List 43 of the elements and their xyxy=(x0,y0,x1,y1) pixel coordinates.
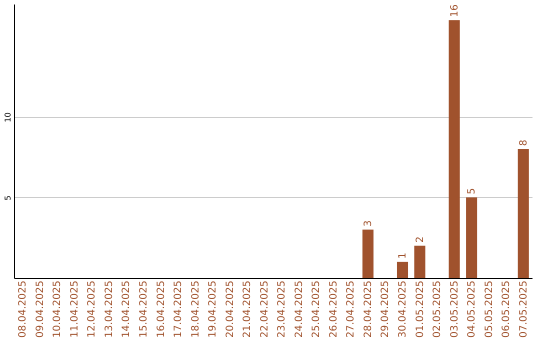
data-label: 3 xyxy=(362,220,374,227)
x-tick-label: 01.05.2025 xyxy=(414,280,426,338)
x-tick-label: 18.04.2025 xyxy=(190,280,202,338)
data-label: 5 xyxy=(466,188,478,194)
x-tick-label: 21.04.2025 xyxy=(242,280,254,338)
x-tick-label: 09.04.2025 xyxy=(34,280,46,338)
x-tick-label: 16.04.2025 xyxy=(156,280,167,338)
bar xyxy=(518,149,529,278)
x-tick-label: 30.04.2025 xyxy=(398,280,408,338)
x-tick-label: 24.04.2025 xyxy=(294,280,305,338)
bar xyxy=(362,230,374,278)
x-tick-label: 13.04.2025 xyxy=(104,280,115,338)
x-tick-label: 23.04.2025 xyxy=(276,280,288,338)
bar xyxy=(414,246,426,278)
x-tick-label: 27.04.2025 xyxy=(346,280,357,338)
x-tick-label: 20.04.2025 xyxy=(224,280,236,338)
data-label: 2 xyxy=(414,236,426,243)
x-tick-label: 10.04.2025 xyxy=(52,280,64,338)
bar xyxy=(396,262,408,278)
x-tick-label: 26.04.2025 xyxy=(328,280,340,338)
x-tick-label: 05.05.2025 xyxy=(484,280,495,338)
x-tick-label: 29.04.2025 xyxy=(380,280,392,338)
x-tick-label: 25.04.2025 xyxy=(311,280,322,338)
x-tick-label: 02.05.2025 xyxy=(432,280,444,338)
y-tick-label: 10 xyxy=(4,112,12,122)
x-tick-label: 15.04.2025 xyxy=(138,280,150,338)
bar xyxy=(448,20,460,278)
x-tick-label: 14.04.2025 xyxy=(121,280,132,338)
x-tick-label: 28.04.2025 xyxy=(362,280,374,338)
x-tick-label: 03.05.2025 xyxy=(449,280,460,338)
x-tick-label: 07.05.2025 xyxy=(518,280,530,338)
x-tick-label: 04.05.2025 xyxy=(466,280,478,338)
x-tick-label: 06.05.2025 xyxy=(501,280,512,338)
data-label: 1 xyxy=(398,252,408,259)
data-label: 16 xyxy=(449,4,460,18)
x-tick-label: 17.04.2025 xyxy=(173,280,184,338)
x-tick-label: 19.04.2025 xyxy=(208,280,219,338)
x-tick-label: 11.04.2025 xyxy=(69,280,80,338)
x-tick-label: 22.04.2025 xyxy=(259,280,270,338)
bar xyxy=(466,197,478,278)
x-tick-label: 12.04.2025 xyxy=(86,280,98,338)
data-label: 8 xyxy=(518,140,530,146)
x-tick-label: 08.04.2025 xyxy=(18,280,29,338)
